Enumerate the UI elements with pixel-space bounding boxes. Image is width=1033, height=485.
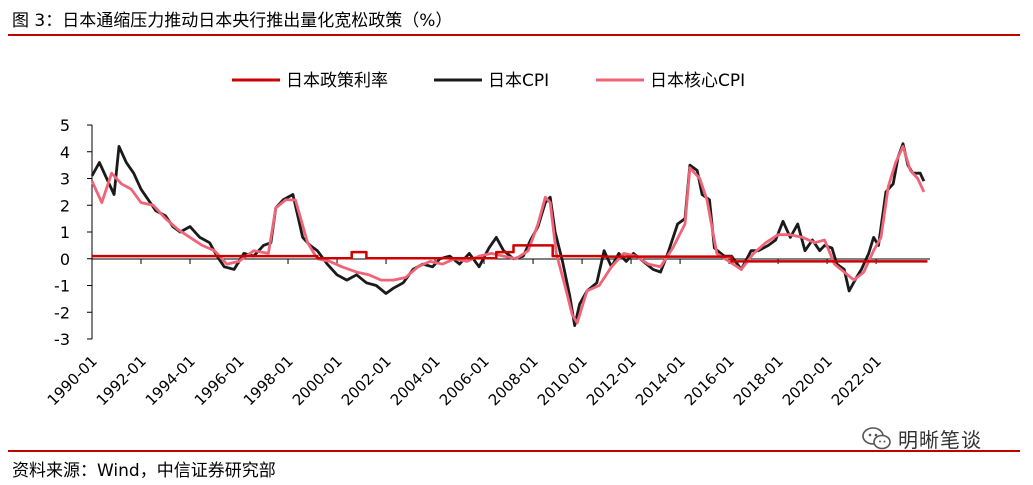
x-axis: 1990-011992-011994-011996-011998-012000-… <box>44 258 930 409</box>
series-line-cpi <box>90 142 926 328</box>
x-tick-label: 2004-01 <box>387 352 444 409</box>
legend-label-cpi: 日本CPI <box>488 71 549 91</box>
plot-area <box>90 142 928 328</box>
x-tick-label: 2022-01 <box>828 352 885 409</box>
watermark-logo: 明晰笔谈 <box>862 424 982 453</box>
y-tick-label: -2 <box>54 303 70 322</box>
y-tick-label: 5 <box>60 116 70 135</box>
legend: 日本政策利率 日本CPI 日本核心CPI <box>232 71 745 91</box>
x-tick-label: 2018-01 <box>730 352 787 409</box>
y-tick-label: 4 <box>60 143 70 162</box>
wechat-icon <box>862 426 891 449</box>
y-tick-label: 0 <box>60 250 70 269</box>
logo-text: 明晰笔谈 <box>898 428 982 452</box>
bottom-divider <box>8 450 1020 452</box>
x-tick-label: 2016-01 <box>681 352 738 409</box>
source-note: 资料来源：Wind，中信证券研究部 <box>12 461 276 481</box>
y-tick-label: 1 <box>60 223 70 242</box>
series-line-policy <box>92 244 928 263</box>
top-divider <box>8 34 1020 36</box>
x-tick-label: 2002-01 <box>338 352 395 409</box>
y-tick-label: -3 <box>54 330 70 349</box>
x-tick-label: 2000-01 <box>289 352 346 409</box>
y-tick-label: 3 <box>60 170 70 189</box>
y-axis: 5 4 3 2 1 0 -1 -2 -3 <box>54 116 93 349</box>
x-tick-label: 2014-01 <box>632 352 689 409</box>
x-tick-label: 1992-01 <box>93 352 150 409</box>
x-tick-label: 2020-01 <box>779 352 836 409</box>
x-tick-label: 1994-01 <box>142 352 199 409</box>
x-tick-label: 2008-01 <box>485 352 542 409</box>
legend-label-policy: 日本政策利率 <box>286 71 388 91</box>
x-tick-label: 2012-01 <box>583 352 640 409</box>
legend-label-core: 日本核心CPI <box>650 71 745 91</box>
chart: 日本政策利率 日本CPI 日本核心CPI 5 4 3 2 1 0 -1 -2 -3 1990-0… <box>44 71 930 409</box>
y-tick-label: -1 <box>54 277 70 296</box>
x-tick-label: 2006-01 <box>436 352 493 409</box>
y-tick-label: 2 <box>60 196 70 215</box>
x-tick-label: 2010-01 <box>534 352 591 409</box>
x-tick-label: 1998-01 <box>240 352 297 409</box>
x-tick-label: 1996-01 <box>191 352 248 409</box>
x-tick-label: 1990-01 <box>44 352 101 409</box>
series-line-core <box>90 144 926 325</box>
page-title: 图 3：日本通缩压力推动日本央行推出量化宽松政策（%） <box>12 11 453 31</box>
